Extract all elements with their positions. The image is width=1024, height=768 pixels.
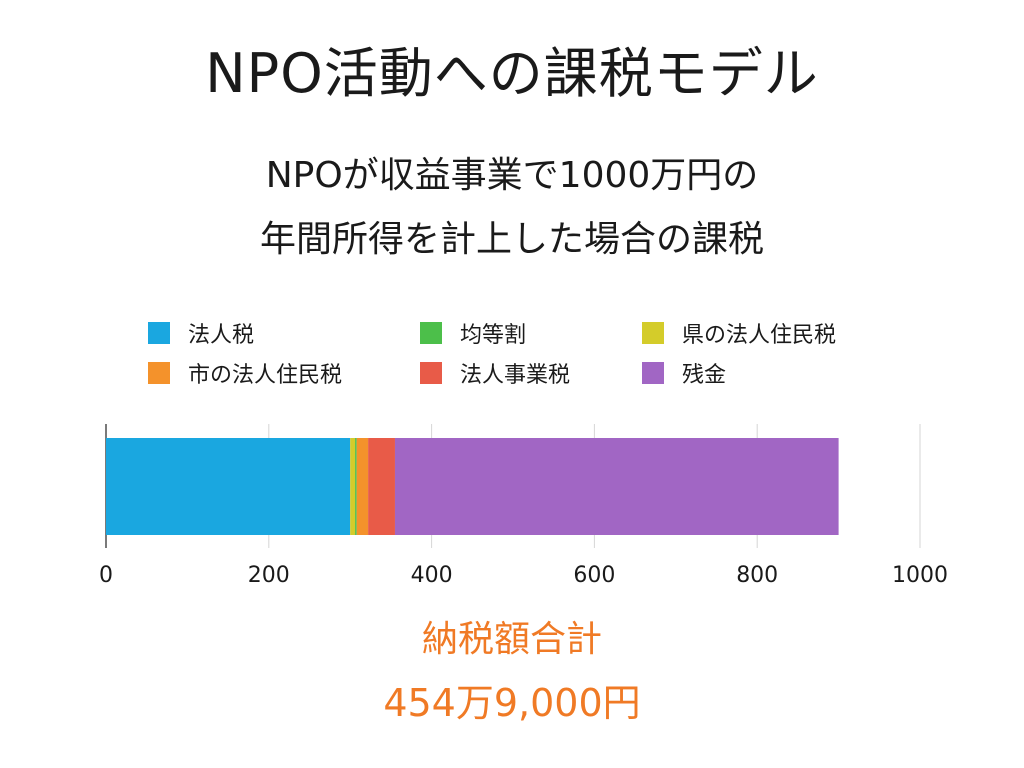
x-tick-label: 0 xyxy=(99,563,113,588)
legend-label: 法人事業税 xyxy=(460,363,571,388)
legend-label: 残金 xyxy=(682,363,727,388)
bar-segment-2 xyxy=(355,438,357,535)
legend-swatch xyxy=(148,322,170,344)
legend-item-prefectural-tax: 県の法人住民税 xyxy=(642,318,836,348)
page-title: NPO活動への課税モデル xyxy=(205,42,819,105)
bar-segment-3 xyxy=(356,438,369,535)
legend-swatch xyxy=(642,362,664,384)
tick-layer: 0 200 400 600 800 1000 xyxy=(99,563,948,588)
chart-legend: 法人税 均等割 県の法人住民税 市の法人住民税 法人事業税 残金 xyxy=(148,316,908,396)
legend-item-municipal-tax: 市の法人住民税 xyxy=(148,358,342,388)
legend-swatch xyxy=(642,322,664,344)
bar-segment-5 xyxy=(394,438,839,535)
total-tax-value: 454万9,000円 xyxy=(383,681,641,725)
subtitle-line-2: 年間所得を計上した場合の課税 xyxy=(259,219,764,260)
legend-label: 市の法人住民税 xyxy=(188,363,343,388)
legend-item-corporate-tax: 法人税 xyxy=(148,318,254,348)
x-tick-label: 600 xyxy=(573,563,615,588)
x-tick-label: 400 xyxy=(411,563,453,588)
stacked-bar-chart: 0 200 400 600 800 1000 xyxy=(99,424,948,588)
x-tick-label: 200 xyxy=(248,563,290,588)
legend-swatch xyxy=(420,322,442,344)
legend-item-per-capita: 均等割 xyxy=(420,318,526,348)
legend-label: 県の法人住民税 xyxy=(682,323,837,348)
legend-label: 均等割 xyxy=(460,323,527,348)
legend-label: 法人税 xyxy=(188,323,255,348)
bar-segment-4 xyxy=(368,438,395,535)
x-tick-label: 800 xyxy=(736,563,778,588)
bar-segment-0 xyxy=(106,438,351,535)
legend-swatch xyxy=(148,362,170,384)
subtitle-line-1: NPOが収益事業で1000万円の xyxy=(265,155,759,196)
bar-segment-1 xyxy=(350,438,356,535)
legend-item-business-tax: 法人事業税 xyxy=(420,358,570,388)
legend-swatch xyxy=(420,362,442,384)
bar-layer xyxy=(106,438,839,535)
x-tick-label: 1000 xyxy=(892,563,948,588)
legend-item-remaining: 残金 xyxy=(642,358,726,388)
total-tax-label: 納税額合計 xyxy=(421,619,602,660)
